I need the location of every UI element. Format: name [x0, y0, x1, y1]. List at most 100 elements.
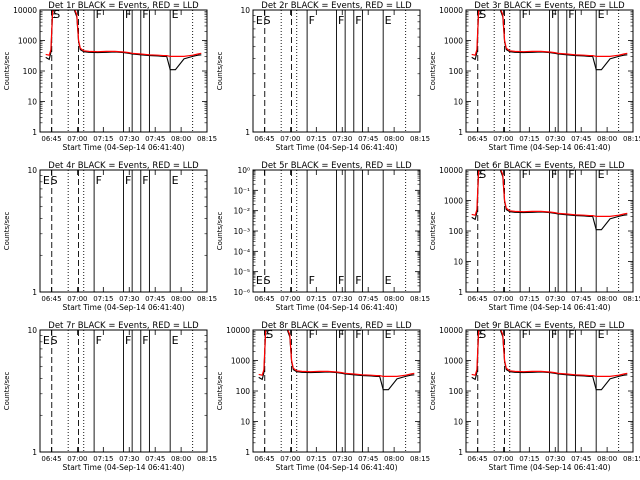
- x-tick-label: 07:30: [332, 135, 352, 143]
- y-tick-label: 10⁻¹: [233, 186, 250, 195]
- segment-letter: E: [51, 8, 58, 21]
- segment-letter: F: [125, 334, 131, 347]
- y-axis-label: Counts/sec: [429, 372, 437, 411]
- x-tick-label: 07:15: [519, 295, 539, 303]
- x-tick-label: 07:00: [493, 455, 513, 463]
- x-tick-label: 07:00: [280, 455, 300, 463]
- segment-letter: F: [338, 274, 344, 287]
- y-axis-label: Counts/sec: [216, 372, 224, 411]
- segment-letter: F: [355, 328, 361, 341]
- segment-letter: F: [551, 168, 557, 181]
- y-tick-label: 10⁻⁵: [233, 268, 250, 277]
- y-tick-label: 100: [449, 387, 464, 396]
- x-tick-label: 07:45: [145, 455, 165, 463]
- segment-markers: [51, 10, 194, 132]
- events-series-line: [258, 330, 415, 391]
- detector-panel-5: Det 5r BLACK = Events, RED = LLD Counts/s…: [216, 161, 430, 312]
- x-tick-label: 08:00: [171, 295, 191, 303]
- y-tick-label: 10000: [439, 166, 463, 175]
- x-tick-label: 08:15: [623, 135, 640, 143]
- lld-series-line: [471, 170, 628, 217]
- y-tick-label: 100: [23, 67, 38, 76]
- segment-letter: E: [598, 168, 605, 181]
- x-tick-label: 07:45: [145, 295, 165, 303]
- segment-letter: F: [309, 274, 315, 287]
- segment-letter: F: [142, 174, 148, 187]
- segment-letter: E: [385, 14, 392, 27]
- segment-letter: E: [477, 168, 484, 181]
- lld-series-line: [45, 10, 202, 58]
- y-tick-label: 1000: [444, 357, 463, 366]
- x-tick-label: 08:00: [171, 135, 191, 143]
- detector-panel-9: Det 9r BLACK = Events, RED = LLD Counts/s…: [429, 321, 640, 472]
- segment-letter: F: [568, 328, 574, 341]
- segment-letter: F: [96, 334, 102, 347]
- y-tick-label: 10⁻⁴: [233, 247, 250, 256]
- x-axis-label: Start Time (04-Sep-14 06:41:40): [276, 463, 398, 472]
- x-tick-label: 08:00: [597, 295, 617, 303]
- segment-letter: F: [125, 8, 131, 21]
- segment-letter: E: [385, 328, 392, 341]
- x-tick-label: 08:15: [410, 455, 430, 463]
- y-tick-label: 10000: [226, 326, 250, 335]
- events-series-line: [471, 330, 628, 391]
- panel-title: Det 3r BLACK = Events, RED = LLD: [474, 1, 625, 11]
- y-tick-label: 10: [240, 418, 250, 427]
- x-tick-label: 08:15: [623, 455, 640, 463]
- y-tick-label: 10: [453, 258, 463, 267]
- lld-series-line: [258, 330, 415, 377]
- detector-panel-4: Det 4r BLACK = Events, RED = LLD Counts/s…: [3, 161, 217, 312]
- x-tick-label: 07:15: [93, 135, 113, 143]
- plot-frame: [39, 329, 208, 453]
- x-tick-label: 06:45: [254, 135, 274, 143]
- panel-title: Det 2r BLACK = Events, RED = LLD: [261, 1, 412, 11]
- x-tick-label: 07:30: [545, 295, 565, 303]
- x-tick-label: 07:15: [306, 455, 326, 463]
- segment-letter: F: [355, 14, 361, 27]
- x-tick-label: 06:45: [467, 295, 487, 303]
- events-series-line: [471, 170, 628, 231]
- segment-markers: [477, 330, 620, 452]
- y-axis-label: Counts/sec: [3, 372, 11, 411]
- y-axis-label: Counts/sec: [429, 52, 437, 91]
- detector-panel-3: Det 3r BLACK = Events, RED = LLD Counts/s…: [429, 1, 640, 152]
- y-axis-label: Counts/sec: [3, 52, 11, 91]
- events-series-line: [45, 10, 202, 71]
- segment-markers: [264, 330, 407, 452]
- y-tick-label: 1000: [444, 37, 463, 46]
- x-axis-label: Start Time (04-Sep-14 06:41:40): [489, 463, 611, 472]
- y-tick-label: 10: [27, 326, 37, 335]
- segment-letter: F: [355, 274, 361, 287]
- y-tick-label: 1: [458, 288, 463, 297]
- y-tick-label: 1000: [18, 37, 37, 46]
- x-tick-label: 07:15: [306, 295, 326, 303]
- segment-letter: F: [338, 328, 344, 341]
- panel-title: Det 6r BLACK = Events, RED = LLD: [474, 161, 625, 171]
- x-tick-label: 07:30: [545, 455, 565, 463]
- segment-markers: [51, 170, 194, 292]
- segment-letter: E: [256, 14, 263, 27]
- y-tick-label: 1: [32, 128, 37, 137]
- x-tick-label: 08:15: [197, 135, 217, 143]
- x-tick-label: 07:00: [280, 295, 300, 303]
- segment-letter: S: [479, 8, 486, 21]
- x-tick-label: 08:00: [597, 135, 617, 143]
- y-tick-label: 1: [245, 128, 250, 137]
- y-tick-label: 10000: [439, 326, 463, 335]
- segment-letter: F: [522, 328, 528, 341]
- x-tick-label: 07:30: [332, 455, 352, 463]
- plot-frame: [252, 9, 421, 133]
- y-tick-label: 1: [458, 128, 463, 137]
- segment-letter: F: [551, 328, 557, 341]
- segment-markers: [264, 10, 407, 132]
- segment-markers: [51, 330, 194, 452]
- plot-frame: [465, 329, 634, 453]
- x-tick-label: 07:30: [119, 135, 139, 143]
- y-tick-label: 10000: [439, 6, 463, 15]
- x-tick-label: 07:00: [67, 455, 87, 463]
- x-tick-label: 07:45: [145, 135, 165, 143]
- y-tick-label: 10: [27, 98, 37, 107]
- detector-panel-7: Det 7r BLACK = Events, RED = LLD Counts/s…: [3, 321, 217, 472]
- segment-letter: E: [172, 334, 179, 347]
- segment-letter: S: [266, 328, 273, 341]
